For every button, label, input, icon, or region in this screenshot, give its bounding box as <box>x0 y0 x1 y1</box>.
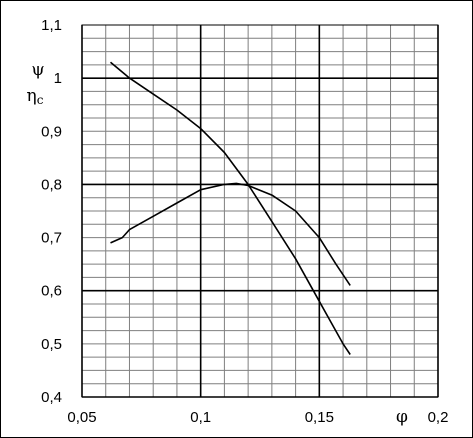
x-tick-label: 0,1 <box>190 409 211 426</box>
y-axis-label-eta: ηc <box>27 86 44 107</box>
y-axis-label-psi: ψ <box>31 60 44 80</box>
x-axis-label-phi: φ <box>396 407 408 427</box>
x-tick-labels: 0,05 0,1 0,15 0,2 <box>67 409 448 426</box>
minor-gridlines <box>82 25 438 397</box>
x-tick-label: 0,2 <box>428 409 449 426</box>
series-layer <box>109 61 351 355</box>
plot-area-border <box>81 24 439 398</box>
eta-symbol: η <box>27 86 37 106</box>
y-tick-label: 1,1 <box>41 17 62 34</box>
series-line-2 <box>110 182 351 286</box>
series-line-1 <box>109 61 351 355</box>
x-tick-label: 0,15 <box>305 409 334 426</box>
y-tick-labels: 0,4 0,5 0,6 0,7 0,8 0,9 1 1,1 <box>41 17 62 406</box>
y-tick-label: 0,7 <box>41 230 62 247</box>
y-tick-label: 0,8 <box>41 176 62 193</box>
y-tick-label: 0,9 <box>41 123 62 140</box>
y-tick-label: 0,4 <box>41 389 62 406</box>
x-tick-label: 0,05 <box>67 409 96 426</box>
y-tick-label: 1 <box>54 70 62 87</box>
eta-subscript: c <box>37 93 44 107</box>
y-tick-label: 0,5 <box>41 336 62 353</box>
y-tick-label: 0,6 <box>41 283 62 300</box>
